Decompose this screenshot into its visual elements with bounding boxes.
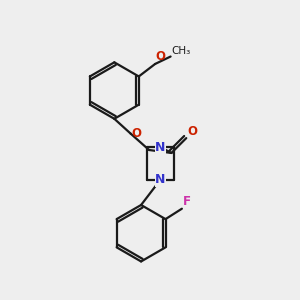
Text: CH₃: CH₃ — [172, 46, 191, 56]
Text: O: O — [156, 50, 166, 63]
Text: O: O — [131, 127, 141, 140]
Text: N: N — [155, 140, 166, 154]
Text: O: O — [188, 124, 197, 137]
Text: F: F — [183, 195, 191, 208]
Text: N: N — [155, 173, 166, 186]
